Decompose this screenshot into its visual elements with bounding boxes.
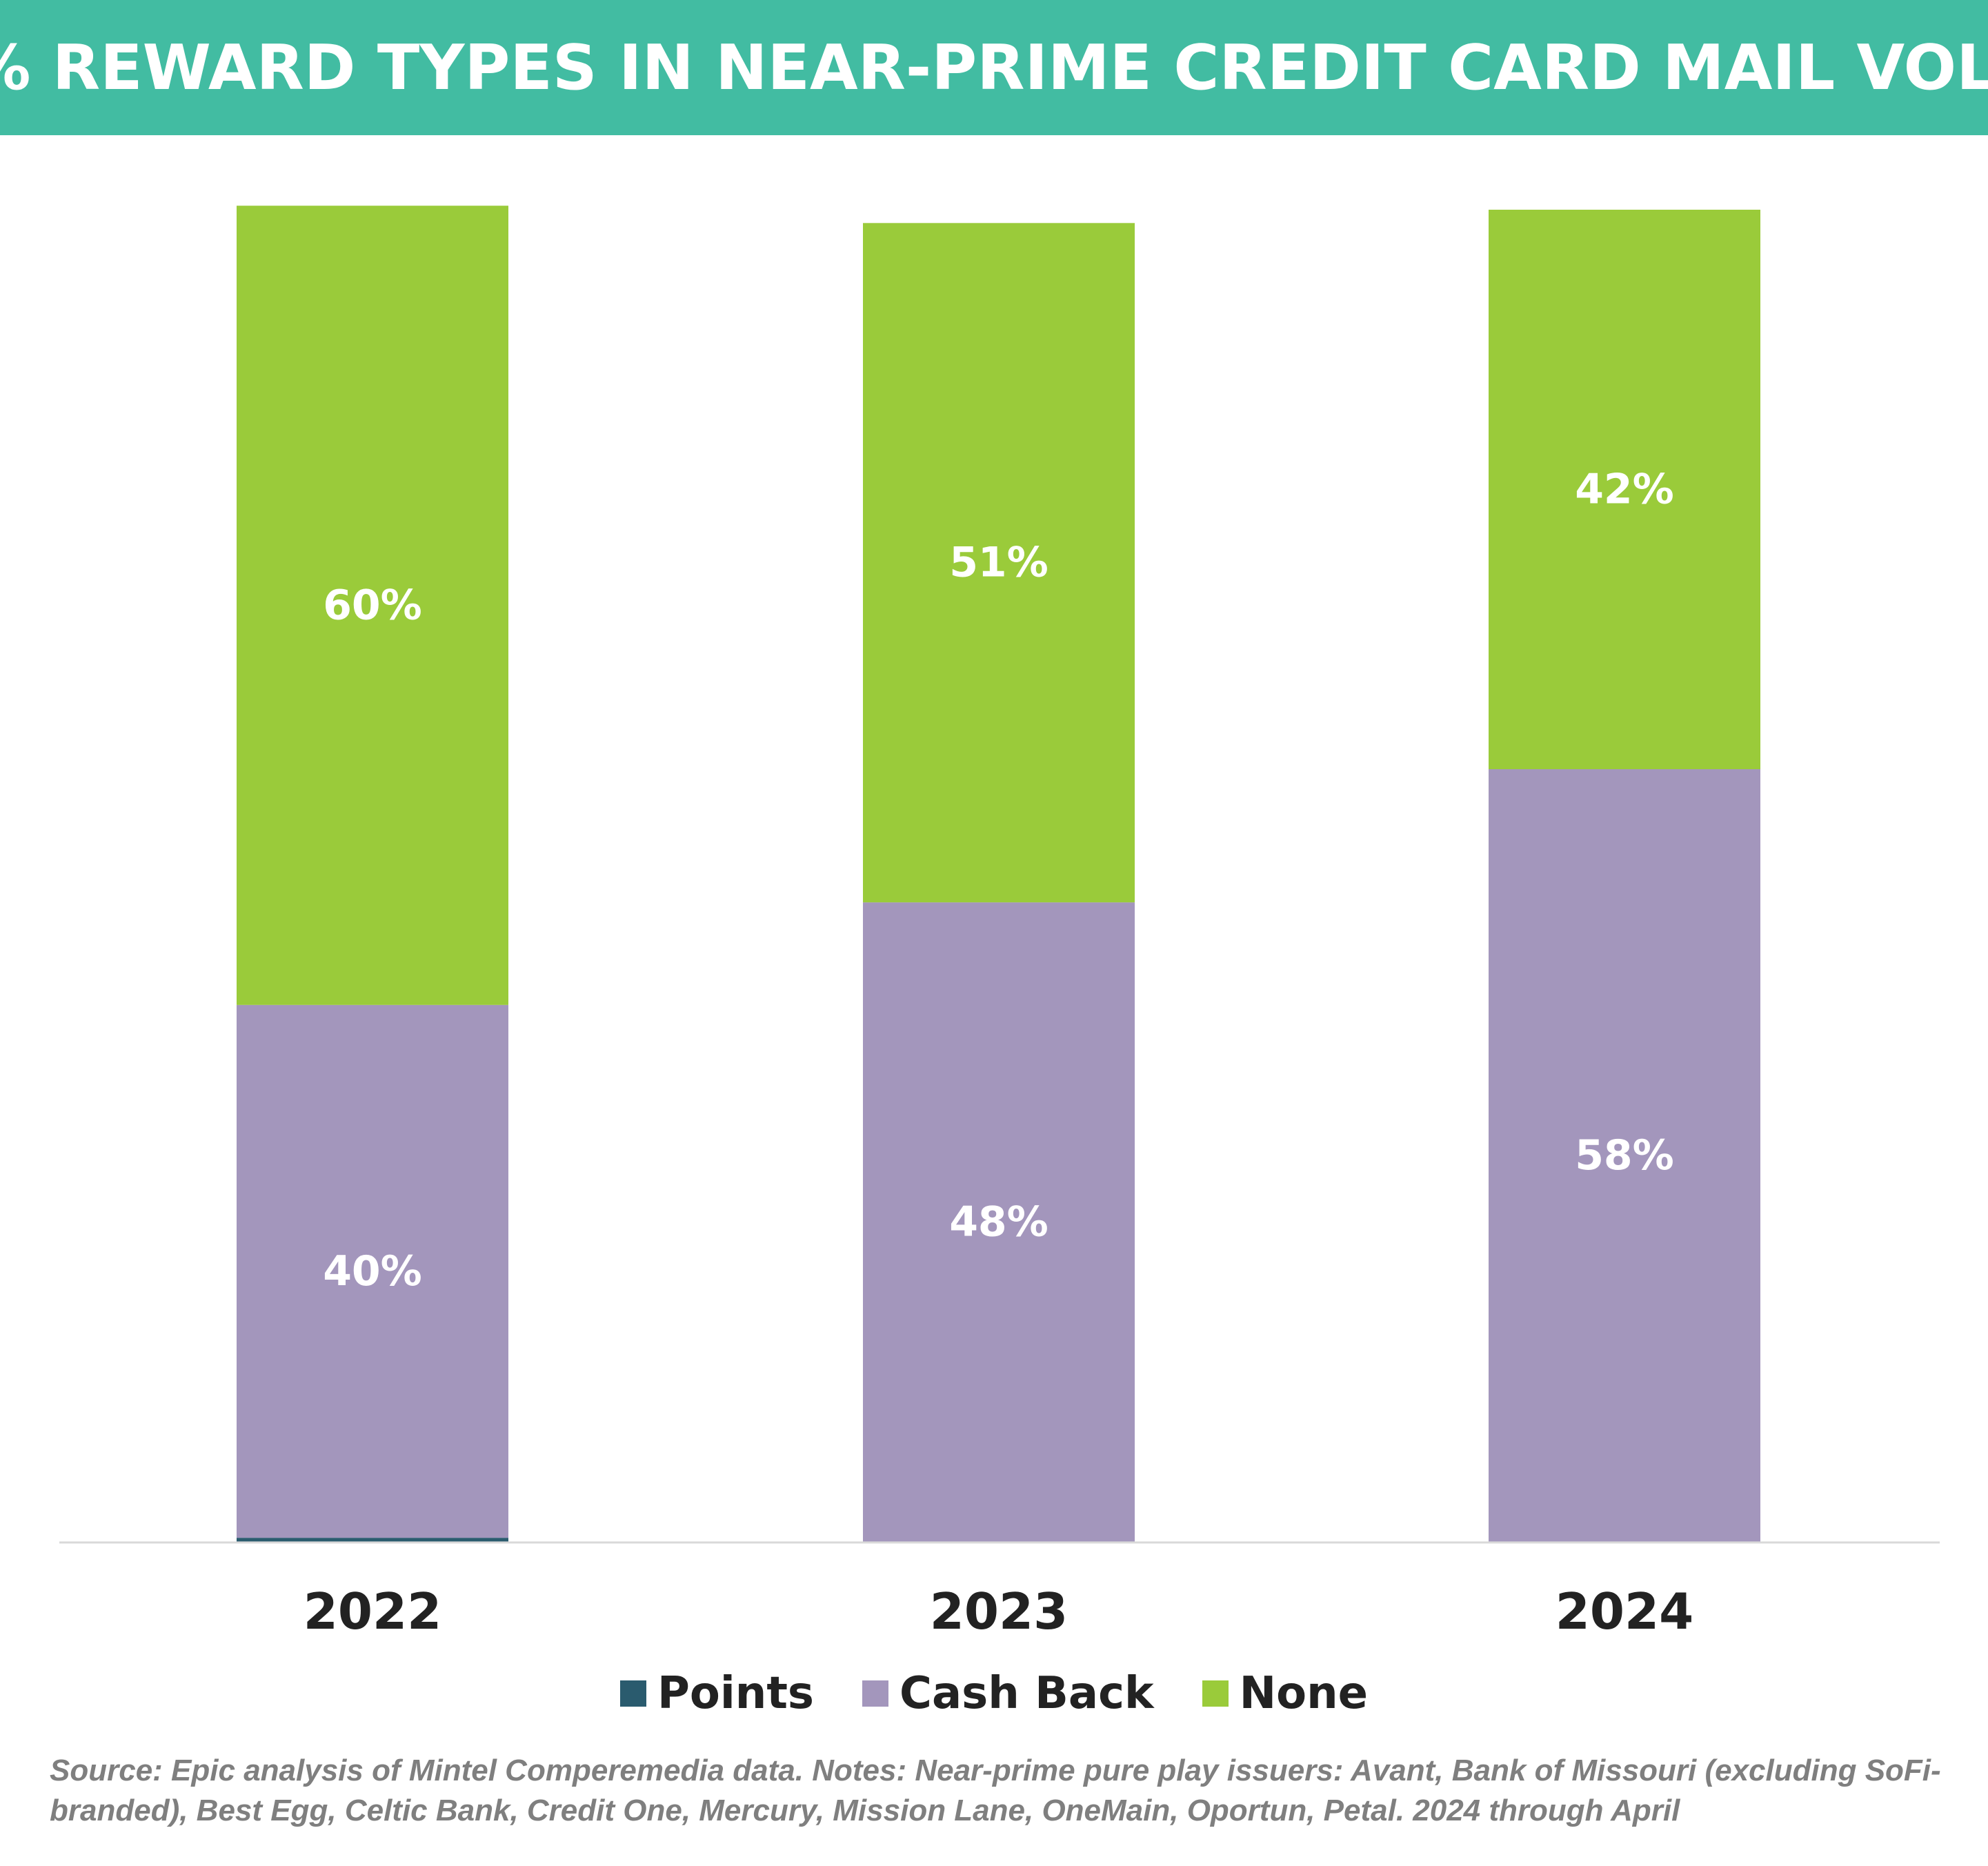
x-tick-label-2023: 2023 xyxy=(930,1582,1068,1640)
data-labels-layer: 40% 60% 48% 51% 58% 42% xyxy=(323,466,1674,1296)
legend-item-cash-back: Cash Back xyxy=(862,1668,1154,1719)
bar-segment-cash-back-2022 xyxy=(237,1004,508,1538)
chart-title: % REWARD TYPES IN NEAR-PRIME CREDIT CARD… xyxy=(0,31,1988,104)
bar-segment-points-2022 xyxy=(237,1538,508,1542)
data-label-cash-back-2024: 58% xyxy=(1575,1131,1674,1180)
x-tick-labels-layer: 2022 2023 2024 xyxy=(304,1582,1693,1640)
bar-segment-none-2024 xyxy=(1489,210,1760,770)
legend-swatch-none xyxy=(1202,1680,1229,1707)
legend-label-none: None xyxy=(1239,1668,1369,1719)
bar-segment-none-2023 xyxy=(863,223,1135,903)
title-banner: % REWARD TYPES IN NEAR-PRIME CREDIT CARD… xyxy=(0,0,1988,135)
data-label-cash-back-2023: 48% xyxy=(949,1198,1048,1247)
legend-swatch-points xyxy=(619,1680,646,1707)
data-label-none-2022: 60% xyxy=(323,582,422,630)
data-label-none-2024: 42% xyxy=(1575,466,1674,514)
legend-swatch-cash-back xyxy=(862,1680,888,1707)
data-label-none-2023: 51% xyxy=(949,539,1048,587)
data-label-cash-back-2022: 40% xyxy=(323,1247,422,1296)
bar-segment-none-2022 xyxy=(237,206,508,1005)
legend-item-points: Points xyxy=(619,1668,814,1719)
bar-segment-cash-back-2023 xyxy=(863,902,1135,1542)
legend-label-cash-back: Cash Back xyxy=(899,1668,1154,1719)
stacked-bar-chart: 40% 60% 48% 51% 58% 42% 2022 2023 2024 xyxy=(59,206,1940,1640)
bar-segment-cash-back-2024 xyxy=(1489,769,1760,1542)
bars-layer xyxy=(237,206,1760,1542)
legend-label-points: Points xyxy=(657,1668,814,1719)
x-tick-label-2024: 2024 xyxy=(1555,1582,1693,1640)
x-tick-label-2022: 2022 xyxy=(304,1582,441,1640)
chart-legend: Points Cash Back None xyxy=(0,1662,1988,1725)
source-note: Source: Epic analysis of Mintel Comperem… xyxy=(50,1754,1941,1827)
legend-item-none: None xyxy=(1202,1668,1369,1719)
